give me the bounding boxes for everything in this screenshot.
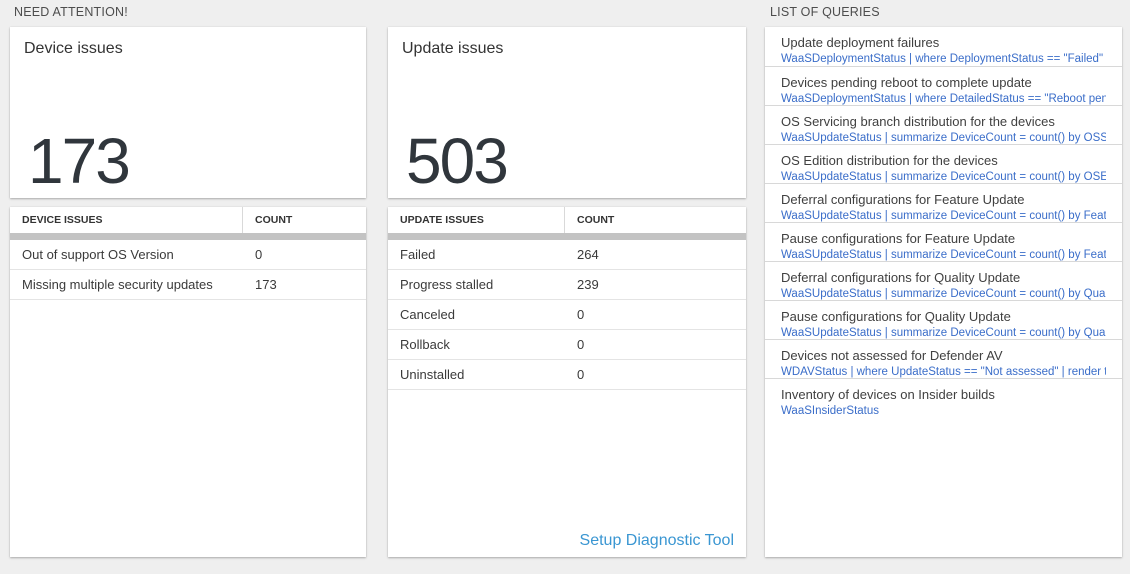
query-text: WDAVStatus | where UpdateStatus == "Not … [781,366,1106,378]
query-text: WaaSInsiderStatus [781,405,880,417]
query-item-os-servicing-branch[interactable]: OS Servicing branch distribution for the… [765,105,1122,144]
device-issues-count: 173 [28,125,131,197]
issue-label: Failed [400,247,436,262]
query-item-pause-feature-update[interactable]: Pause configurations for Feature Update … [765,222,1122,261]
query-text: WaaSDeploymentStatus | where DeploymentS… [781,53,1106,65]
query-text: WaaSUpdateStatus | summarize DeviceCount… [781,288,1106,300]
table-row-uninstalled[interactable]: Uninstalled 0 [388,360,746,390]
query-text: WaaSUpdateStatus | summarize DeviceCount… [781,249,1106,261]
setup-diagnostic-tool-link[interactable]: Setup Diagnostic Tool [579,532,734,549]
issue-count: 0 [577,367,585,382]
update-issues-card[interactable]: Update issues 503 [388,27,746,198]
query-title: Devices pending reboot to complete updat… [781,75,1032,90]
device-issues-title: Device issues [24,40,123,57]
query-item-deferral-quality-update[interactable]: Deferral configurations for Quality Upda… [765,261,1122,300]
update-issues-table: UPDATE ISSUES COUNT Failed 264 Progress … [388,207,746,557]
query-text: WaaSUpdateStatus | summarize DeviceCount… [781,327,1106,339]
query-title: OS Servicing branch distribution for the… [781,114,1055,129]
column-header-update-issues: UPDATE ISSUES [388,207,565,233]
issue-count: 0 [577,307,585,322]
table-row-progress-stalled[interactable]: Progress stalled 239 [388,270,746,300]
query-title: Pause configurations for Quality Update [781,309,1011,324]
query-item-deferral-feature-update[interactable]: Deferral configurations for Feature Upda… [765,183,1122,222]
table-row-out-of-support[interactable]: Out of support OS Version 0 [10,240,366,270]
query-text: WaaSDeploymentStatus | where DetailedSta… [781,93,1106,105]
list-of-queries-header: LIST OF QUERIES [770,5,880,19]
issue-label: Missing multiple security updates [22,277,213,292]
query-text: WaaSUpdateStatus | summarize DeviceCount… [781,171,1106,183]
issue-count: 0 [577,337,585,352]
issue-count: 239 [577,277,599,292]
query-item-pause-quality-update[interactable]: Pause configurations for Quality Update … [765,300,1122,339]
query-item-os-edition-distribution[interactable]: OS Edition distribution for the devices … [765,144,1122,183]
table-row-canceled[interactable]: Canceled 0 [388,300,746,330]
need-attention-header: NEED ATTENTION! [14,5,128,19]
issue-count: 264 [577,247,599,262]
query-title: Deferral configurations for Feature Upda… [781,192,1025,207]
device-issues-card[interactable]: Device issues 173 [10,27,366,198]
query-text: WaaSUpdateStatus | summarize DeviceCount… [781,132,1106,144]
issue-count: 173 [255,277,277,292]
query-title: Update deployment failures [781,35,940,50]
issue-count: 0 [255,247,263,262]
query-title: Deferral configurations for Quality Upda… [781,270,1021,285]
table-header-bar [10,233,366,240]
table-header-bar [388,233,746,240]
query-item-defender-av-not-assessed[interactable]: Devices not assessed for Defender AV WDA… [765,339,1122,378]
issue-label: Progress stalled [400,277,494,292]
query-title: Inventory of devices on Insider builds [781,387,995,402]
update-issues-table-header: UPDATE ISSUES COUNT [388,207,746,233]
update-issues-title: Update issues [402,40,504,57]
update-issues-count: 503 [406,125,509,197]
issue-label: Rollback [400,337,450,352]
query-title: Pause configurations for Feature Update [781,231,1016,246]
issue-label: Uninstalled [400,367,465,382]
query-title: Devices not assessed for Defender AV [781,348,1003,363]
query-item-devices-pending-reboot[interactable]: Devices pending reboot to complete updat… [765,66,1122,105]
column-header-count: COUNT [577,214,615,226]
device-issues-table: DEVICE ISSUES COUNT Out of support OS Ve… [10,207,366,557]
query-text: WaaSUpdateStatus | summarize DeviceCount… [781,210,1106,222]
column-header-count: COUNT [255,214,293,226]
issue-label: Canceled [400,307,455,322]
query-item-insider-builds-inventory[interactable]: Inventory of devices on Insider builds W… [765,378,1122,417]
query-item-update-deployment-failures[interactable]: Update deployment failures WaaSDeploymen… [765,27,1122,66]
table-row-failed[interactable]: Failed 264 [388,240,746,270]
table-row-missing-updates[interactable]: Missing multiple security updates 173 [10,270,366,300]
table-row-rollback[interactable]: Rollback 0 [388,330,746,360]
column-header-device-issues: DEVICE ISSUES [10,207,243,233]
issue-label: Out of support OS Version [22,247,174,262]
queries-panel: Update deployment failures WaaSDeploymen… [765,27,1122,557]
device-issues-table-header: DEVICE ISSUES COUNT [10,207,366,233]
query-title: OS Edition distribution for the devices [781,153,998,168]
